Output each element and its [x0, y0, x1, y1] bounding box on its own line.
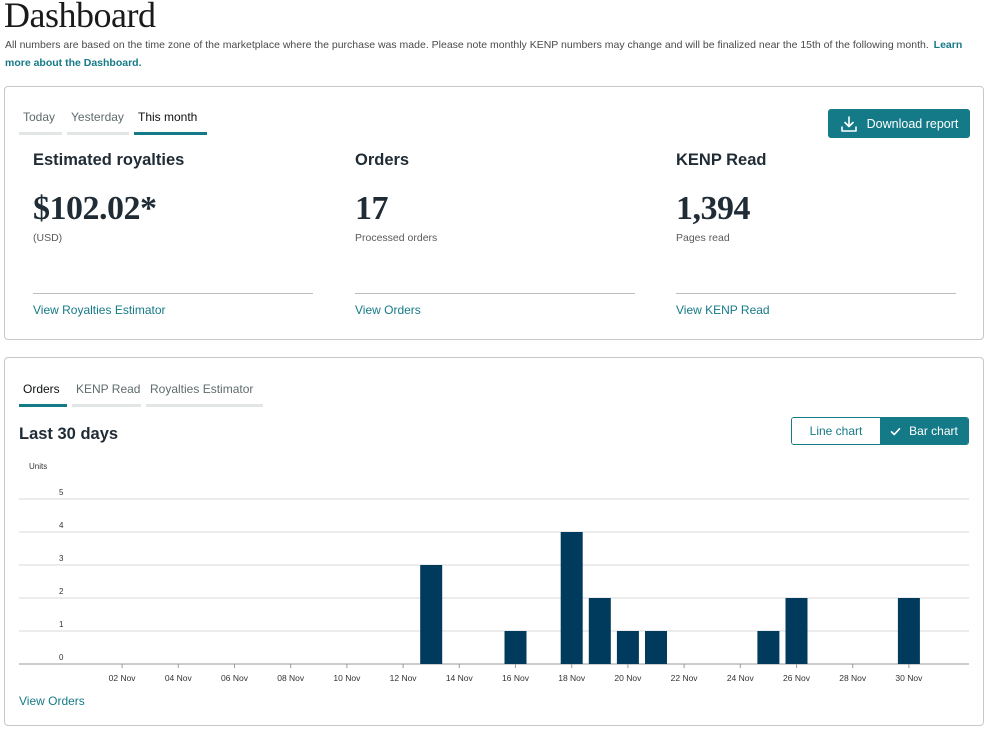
x-tick-label: 26 Nov [783, 673, 811, 683]
x-tick-label: 28 Nov [839, 673, 867, 683]
tab-orders[interactable]: Orders [19, 381, 67, 407]
line-chart-button[interactable]: Line chart [792, 418, 880, 444]
metric-heading: Estimated royalties [33, 151, 185, 169]
metric-value: 17 [355, 190, 389, 227]
y-axis-label: Units [29, 462, 47, 471]
divider [676, 293, 956, 294]
x-tick-label: 14 Nov [446, 673, 474, 683]
x-tick-label: 24 Nov [727, 673, 755, 683]
view-orders-footer-link[interactable]: View Orders [19, 694, 85, 708]
bar-30-nov[interactable] [897, 598, 920, 664]
x-tick-label: 04 Nov [165, 673, 193, 683]
bar-26-nov[interactable] [785, 598, 808, 664]
intro-text: All numbers are based on the time zone o… [5, 36, 975, 72]
x-tick-label: 02 Nov [109, 673, 137, 683]
tab-yesterday[interactable]: Yesterday [67, 109, 129, 135]
metric-royalties: Estimated royalties $102.02* (USD) View … [33, 151, 313, 317]
y-tick-label: 0 [59, 653, 64, 662]
x-tick-label: 10 Nov [333, 673, 361, 683]
x-tick-label: 18 Nov [558, 673, 586, 683]
summary-card: Today Yesterday This month Download repo… [4, 86, 984, 340]
download-icon [840, 115, 857, 132]
y-tick-label: 1 [59, 620, 64, 629]
y-tick-label: 3 [59, 554, 64, 563]
divider [33, 293, 313, 294]
bar-18-nov[interactable] [560, 532, 583, 664]
bar-16-nov[interactable] [504, 631, 527, 664]
view-kenp-read-link[interactable]: View KENP Read [676, 303, 770, 317]
metric-value: $102.02* [33, 190, 157, 227]
x-tick-label: 08 Nov [277, 673, 305, 683]
x-tick-label: 06 Nov [221, 673, 249, 683]
intro-body: All numbers are based on the time zone o… [5, 39, 929, 51]
chart-title: Last 30 days [19, 425, 119, 443]
bar-25-nov[interactable] [757, 631, 780, 664]
bar-19-nov[interactable] [588, 598, 611, 664]
tab-kenp-read[interactable]: KENP Read [72, 381, 141, 407]
metric-heading: KENP Read [676, 151, 767, 169]
x-tick-label: 12 Nov [390, 673, 418, 683]
download-report-label: Download report [866, 116, 959, 131]
tab-this-month[interactable]: This month [134, 109, 207, 135]
download-report-button[interactable]: Download report [828, 109, 970, 138]
metric-heading: Orders [355, 151, 410, 169]
chart-tabs: Orders KENP Read Royalties Estimator [19, 381, 268, 407]
y-tick-label: 4 [59, 521, 64, 530]
tab-royalties-estimator[interactable]: Royalties Estimator [146, 381, 263, 407]
bar-chart-label: Bar chart [909, 424, 958, 438]
metric-orders: Orders 17 Processed orders View Orders [355, 151, 635, 317]
tab-today[interactable]: Today [19, 109, 62, 135]
metric-kenp: KENP Read 1,394 Pages read View KENP Rea… [676, 151, 956, 317]
period-tabs: Today Yesterday This month [19, 109, 212, 135]
x-tick-label: 20 Nov [614, 673, 642, 683]
learn-more-link[interactable]: Learn more about the Dashboard. [5, 39, 963, 69]
bar-21-nov[interactable] [645, 631, 667, 664]
x-tick-label: 22 Nov [671, 673, 699, 683]
line-chart-label: Line chart [809, 424, 863, 438]
chart-card: Orders KENP Read Royalties Estimator Las… [4, 357, 984, 726]
y-tick-label: 2 [59, 587, 64, 596]
orders-bar-chart: Units 0 1 2 3 4 5 02 Nov 04 Nov 06 Nov 08 Nov 10 N… [19, 462, 969, 683]
view-orders-link[interactable]: View Orders [355, 303, 421, 317]
page-title: Dashboard [4, 0, 156, 35]
metric-subtext: (USD) [33, 232, 63, 244]
bar-13-nov[interactable] [420, 565, 443, 664]
metric-value: 1,394 [676, 190, 751, 227]
bar-chart-button[interactable]: Bar chart [880, 418, 968, 444]
y-tick-label: 5 [59, 488, 64, 497]
metric-subtext: Pages read [676, 232, 730, 244]
divider [355, 293, 635, 294]
x-tick-label: 16 Nov [502, 673, 530, 683]
bar-20-nov[interactable] [616, 631, 639, 664]
metric-subtext: Processed orders [355, 232, 438, 244]
checkmark-icon [890, 427, 901, 435]
view-royalties-estimator-link[interactable]: View Royalties Estimator [33, 303, 166, 317]
x-tick-label: 30 Nov [895, 673, 923, 683]
chart-type-toggle: Line chart Bar chart [791, 417, 969, 445]
